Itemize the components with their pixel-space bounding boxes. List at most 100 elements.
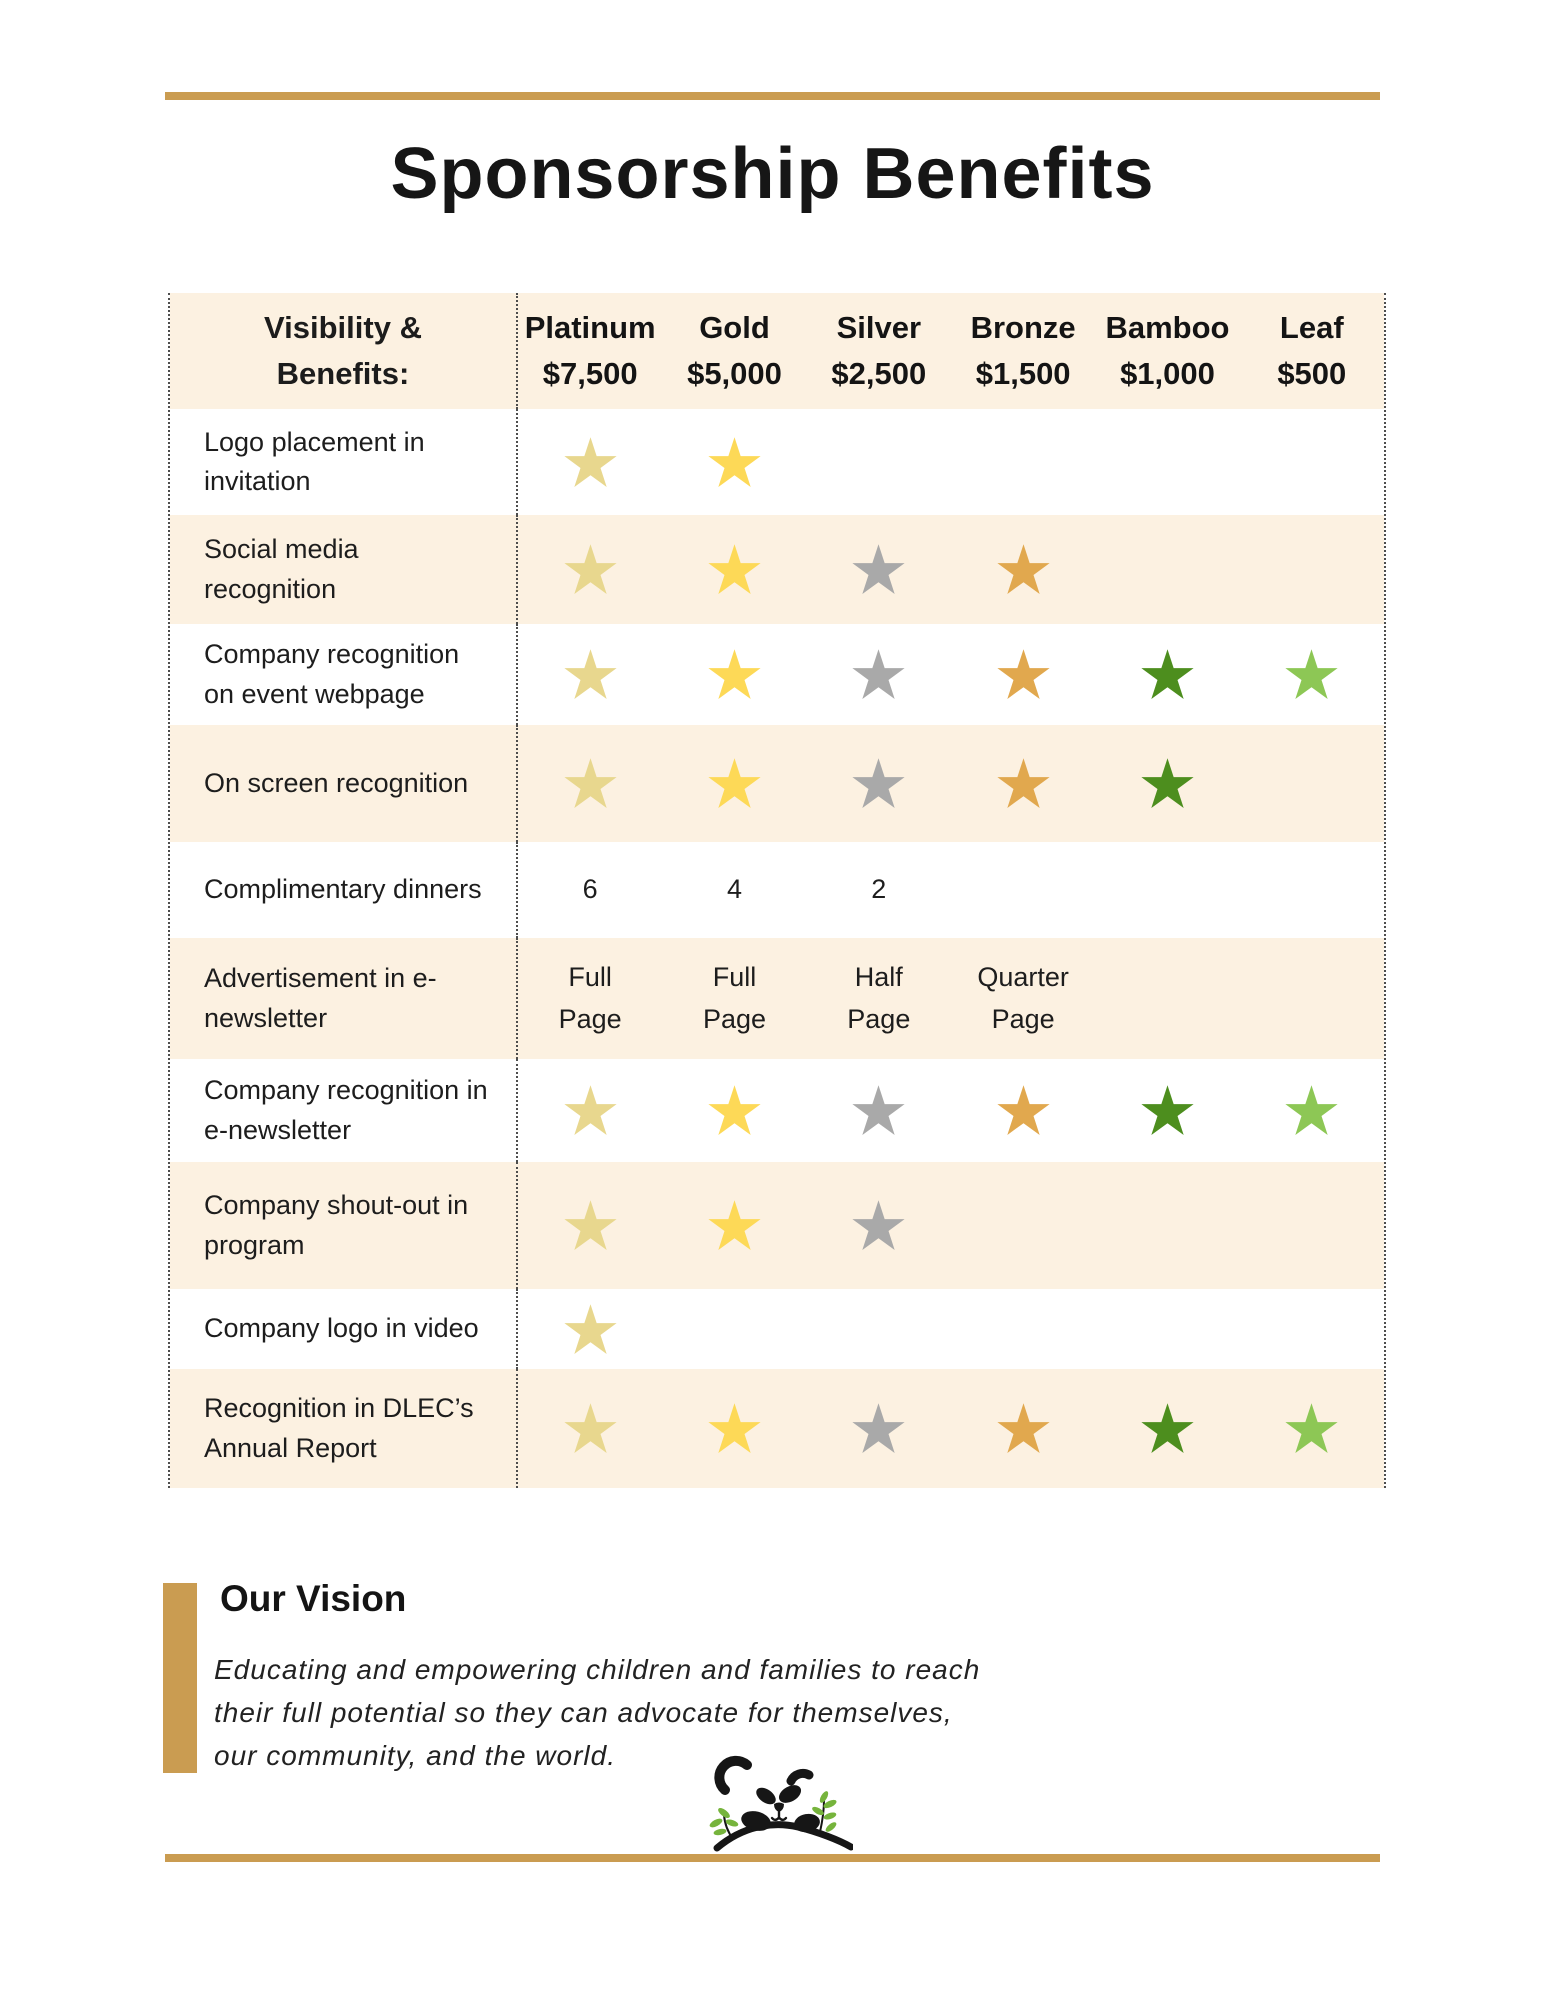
benefit-cell-silver <box>807 1369 951 1488</box>
platinum-star-icon <box>564 544 617 594</box>
benefit-cell-bronze <box>951 1289 1095 1369</box>
benefits-header-line2: Benefits: <box>276 356 410 391</box>
vision-heading: Our Vision <box>220 1578 407 1619</box>
benefit-cell-platinum <box>518 1289 662 1369</box>
benefit-cell-bronze <box>951 725 1095 842</box>
benefit-cells: Full Page Full Page Half Page Quarter Page <box>518 938 1384 1059</box>
benefit-cells <box>518 1059 1384 1162</box>
tier-name: Bamboo <box>1105 309 1230 345</box>
benefit-cell-bronze <box>951 515 1095 624</box>
silver-star-icon <box>852 758 905 808</box>
platinum-star-icon <box>564 1403 617 1453</box>
benefit-cell-leaf <box>1240 624 1384 725</box>
benefit-cells <box>518 1289 1384 1369</box>
column-header-silver: Silver $2,500 <box>807 293 951 409</box>
benefit-cell-leaf <box>1240 515 1384 624</box>
platinum-star-icon <box>564 758 617 808</box>
benefit-label: Complimentary dinners <box>170 842 518 938</box>
benefit-cell-leaf <box>1240 1162 1384 1289</box>
benefit-cells <box>518 409 1384 515</box>
benefits-column-header: Visibility & Benefits: <box>170 293 518 409</box>
silver-star-icon <box>852 1085 905 1135</box>
benefit-cell-platinum <box>518 1369 662 1488</box>
panda-left-eye-icon <box>756 1787 776 1805</box>
table-row: Recognition in DLEC’s Annual Report <box>170 1369 1384 1488</box>
tier-price: $1,500 <box>975 356 1071 391</box>
tier-price: $2,500 <box>831 356 927 391</box>
silver-star-icon <box>852 1403 905 1453</box>
benefit-cell-gold <box>662 1162 806 1289</box>
benefit-value: Full Page <box>702 961 767 1034</box>
bamboo-star-icon <box>1141 1085 1194 1135</box>
gold-star-icon <box>708 1200 761 1250</box>
leaf-star-icon <box>1285 1403 1338 1453</box>
column-header-bronze: Bronze $1,500 <box>951 293 1095 409</box>
gold-star-icon <box>708 1403 761 1453</box>
benefit-cell-silver <box>807 725 951 842</box>
benefit-cell-bronze <box>951 624 1095 725</box>
benefit-cell-leaf <box>1240 725 1384 842</box>
table-body: Logo placement in invitation Social media… <box>170 409 1384 1488</box>
benefit-label: Social media recognition <box>170 515 518 624</box>
benefit-cell-gold <box>662 725 806 842</box>
benefit-cell-leaf <box>1240 1289 1384 1369</box>
silver-star-icon <box>852 544 905 594</box>
table-row: Social media recognition <box>170 515 1384 624</box>
tier-name: Platinum <box>524 309 656 345</box>
benefit-label: Company logo in video <box>170 1289 518 1369</box>
table-row: Company shout-out in program <box>170 1162 1384 1289</box>
benefit-cell-platinum: Full Page <box>518 938 662 1059</box>
benefit-cell-silver <box>807 409 951 515</box>
benefit-cell-silver <box>807 1289 951 1369</box>
benefit-label: On screen recognition <box>170 725 518 842</box>
benefit-cell-bamboo <box>1095 624 1239 725</box>
benefit-cell-silver: 2 <box>807 842 951 938</box>
benefit-cell-silver <box>807 624 951 725</box>
bronze-star-icon <box>997 1085 1050 1135</box>
benefit-value: Quarter Page <box>977 961 1069 1034</box>
benefit-cell-leaf <box>1240 1369 1384 1488</box>
gold-star-icon <box>708 649 761 699</box>
benefits-header-line1: Visibility & <box>264 309 422 345</box>
benefit-cells <box>518 725 1384 842</box>
benefit-cell-bamboo <box>1095 842 1239 938</box>
benefit-cell-bronze <box>951 1162 1095 1289</box>
benefit-value: 2 <box>871 874 887 905</box>
benefit-cell-platinum <box>518 624 662 725</box>
benefit-cell-gold <box>662 624 806 725</box>
column-header-gold: Gold $5,000 <box>662 293 806 409</box>
benefit-cell-leaf <box>1240 409 1384 515</box>
tier-price: $5,000 <box>687 356 782 391</box>
benefit-cell-bamboo <box>1095 1369 1239 1488</box>
benefit-cell-bamboo <box>1095 1289 1239 1369</box>
benefit-cell-silver <box>807 1162 951 1289</box>
benefit-cell-leaf <box>1240 938 1384 1059</box>
column-header-platinum: Platinum $7,500 <box>518 293 662 409</box>
bronze-star-icon <box>997 544 1050 594</box>
leaf-star-icon <box>1285 1085 1338 1135</box>
platinum-star-icon <box>564 436 617 487</box>
benefit-value: Full Page <box>558 961 622 1034</box>
table-row: Company recognition on event webpage <box>170 624 1384 725</box>
bamboo-star-icon <box>1141 758 1194 808</box>
benefit-label: Advertisement in e-newsletter <box>170 938 518 1059</box>
silver-star-icon <box>852 649 905 699</box>
tier-name: Leaf <box>1279 309 1344 345</box>
table-row: Complimentary dinners 6 4 2 <box>170 842 1384 938</box>
platinum-star-icon <box>564 1085 617 1135</box>
bronze-star-icon <box>997 1403 1050 1453</box>
benefit-cell-gold: 4 <box>662 842 806 938</box>
vision-line-1: Educating and empowering children and fa… <box>214 1654 981 1685</box>
benefit-cell-platinum <box>518 409 662 515</box>
table-row: On screen recognition <box>170 725 1384 842</box>
benefit-cell-bamboo <box>1095 938 1239 1059</box>
benefit-cell-gold <box>662 1369 806 1488</box>
benefit-cell-platinum <box>518 725 662 842</box>
right-leaves-icon <box>812 1791 837 1832</box>
tier-column-headers: Platinum $7,500 Gold $5,000 Silver $2,500 Bron… <box>518 293 1384 409</box>
platinum-star-icon <box>564 1303 617 1354</box>
table-header-row: Visibility & Benefits: Platinum $7,500 Gol… <box>170 293 1384 409</box>
platinum-star-icon <box>564 1200 617 1250</box>
left-stem-icon <box>723 1814 734 1840</box>
